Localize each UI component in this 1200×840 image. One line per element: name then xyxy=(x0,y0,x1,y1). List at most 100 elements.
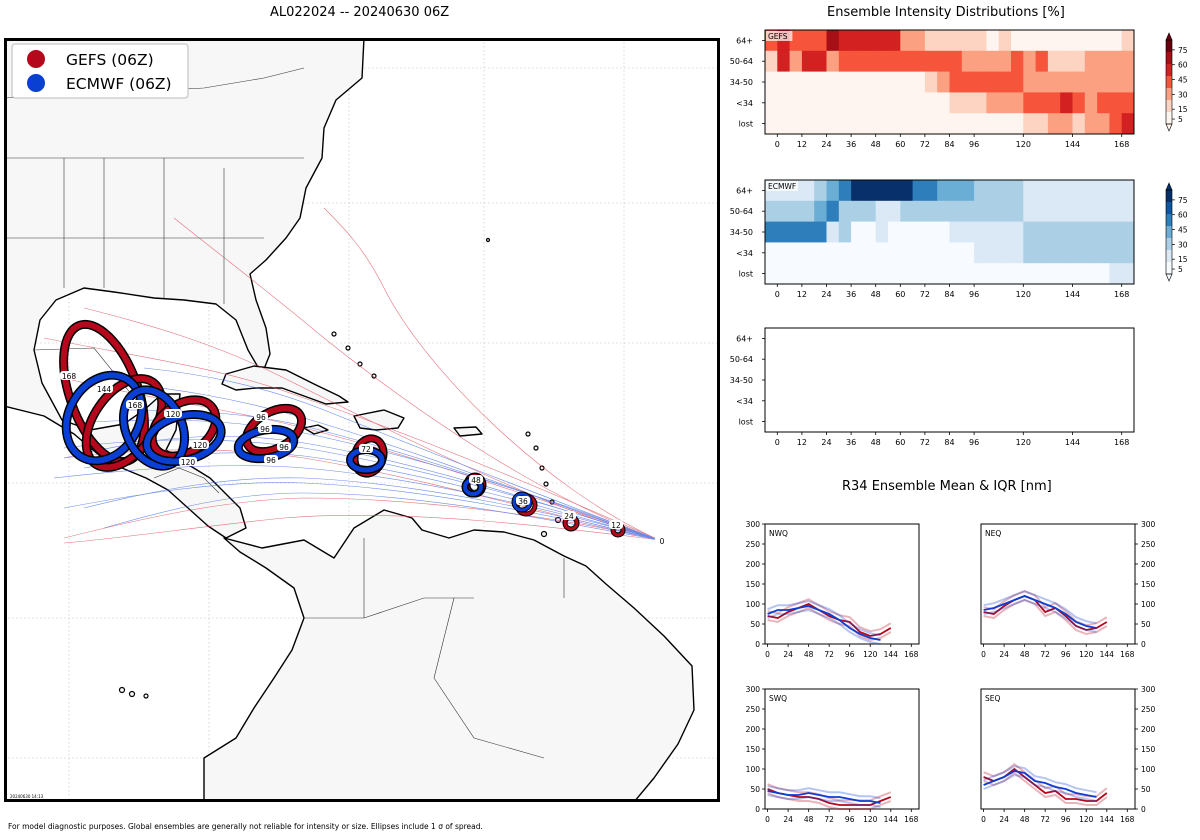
heatmap-cell xyxy=(1023,242,1036,264)
heatmap-cell xyxy=(900,71,913,93)
heatmap-cell xyxy=(1035,242,1049,264)
heatmap-cell xyxy=(875,263,889,285)
heatmap-cell xyxy=(789,263,803,285)
heatmap-cell xyxy=(1023,200,1036,222)
heatmap-cell xyxy=(986,113,1000,135)
heatmap-cell xyxy=(998,71,1012,93)
x-tick-label: 24 xyxy=(821,140,831,149)
colorbar-tick-label: 45 xyxy=(1178,226,1188,235)
heatmap-cell xyxy=(1109,242,1123,264)
colorbar-max-arrow xyxy=(1165,182,1173,191)
y-tick-label: 50 xyxy=(1141,620,1151,629)
heatmap-cell xyxy=(1011,50,1024,72)
heatmap-cell xyxy=(924,92,938,114)
heatmap-cell xyxy=(789,242,803,264)
fh-label-144: 144 xyxy=(95,384,113,394)
y-tick-label: 50 xyxy=(750,620,760,629)
heatmap-cell xyxy=(789,221,803,243)
heatmap-cell xyxy=(998,263,1012,285)
heatmap-cell xyxy=(998,50,1012,72)
y-tick-label: 50 xyxy=(1141,785,1151,794)
x-tick-label: 168 xyxy=(904,815,919,824)
heatmap-cell xyxy=(1060,263,1073,285)
x-tick-label: 12 xyxy=(797,140,807,149)
heatmap-cell xyxy=(912,263,926,285)
heatmap-cell xyxy=(875,50,889,72)
x-tick-label: 84 xyxy=(944,140,954,149)
colorbar-segment xyxy=(1166,214,1172,227)
colorbar-tick-label: 75 xyxy=(1178,196,1188,205)
heatmap-cell xyxy=(912,221,926,243)
heatmap-cell xyxy=(1084,180,1098,202)
heatmap-cell xyxy=(1011,113,1024,135)
x-tick-label: 24 xyxy=(783,815,793,824)
heatmap-cell xyxy=(912,113,926,135)
heatmap-cell xyxy=(924,180,938,202)
borders xyxy=(4,67,565,759)
colorbar-segment xyxy=(1166,52,1172,65)
heatmap-cell xyxy=(851,200,864,222)
heatmap-cell xyxy=(851,221,864,243)
heatmap-cell xyxy=(986,263,1000,285)
y-tick-label: lost xyxy=(739,120,753,129)
y-tick-label: 150 xyxy=(1141,580,1156,589)
svg-text:96: 96 xyxy=(266,456,276,465)
heatmap-cell xyxy=(1084,242,1098,264)
heatmap-cell xyxy=(912,50,926,72)
colorbar-segment xyxy=(1166,112,1172,125)
heatmap-cell xyxy=(765,200,778,222)
legend-gefs-label: GEFS (06Z) xyxy=(66,51,154,69)
x-tick-label: 36 xyxy=(846,438,856,446)
heatmap-cell xyxy=(851,50,864,72)
heatmap-cell xyxy=(801,92,815,114)
y-tick-label: lost xyxy=(739,270,753,279)
heatmap-cell xyxy=(924,50,938,72)
heatmap-cell xyxy=(1035,263,1049,285)
heatmap-cell xyxy=(1109,221,1123,243)
heatmap-cell xyxy=(900,50,913,72)
x-tick-label: 144 xyxy=(1100,815,1115,824)
heatmap-cell xyxy=(1047,92,1061,114)
x-tick-label: 120 xyxy=(1079,650,1094,659)
legend-gefs-swatch xyxy=(27,50,45,68)
x-tick-label: 84 xyxy=(944,438,954,446)
heatmap-cell xyxy=(924,242,938,264)
heatmap-cell xyxy=(765,113,778,135)
y-tick-label: 150 xyxy=(1141,745,1156,754)
x-tick-label: 48 xyxy=(804,650,814,659)
heatmap-cell xyxy=(900,113,913,135)
heatmap-cell xyxy=(888,92,901,114)
heatmap-cell xyxy=(838,263,852,285)
x-tick-label: 0 xyxy=(981,815,986,824)
heatmap-cell xyxy=(789,71,803,93)
quadrant-label: NWQ xyxy=(769,529,788,538)
heatmap-cell xyxy=(924,30,938,52)
x-tick-label: 12 xyxy=(797,290,807,299)
x-tick-label: 144 xyxy=(884,650,899,659)
heatmap-cell xyxy=(801,180,815,202)
fh-label-96c: 96 xyxy=(277,442,291,452)
fh-label-168a: 168 xyxy=(60,371,78,381)
x-tick-label: 168 xyxy=(904,650,919,659)
heatmap-cell xyxy=(1084,50,1098,72)
panel-label: ECMWF xyxy=(768,182,796,191)
heatmap-cell xyxy=(986,180,1000,202)
heatmap-cell xyxy=(1047,242,1061,264)
colorbar-tick-label: 60 xyxy=(1178,211,1188,220)
heatmap-cell xyxy=(863,200,877,222)
heatmap-cell xyxy=(961,50,975,72)
fh-label-0: 0 xyxy=(655,536,669,546)
x-tick-label: 120 xyxy=(1016,290,1031,299)
x-tick-label: 120 xyxy=(1016,438,1031,446)
heatmap-cell xyxy=(789,50,803,72)
heatmap-cell xyxy=(986,221,1000,243)
heatmap-cell xyxy=(826,200,840,222)
fh-label-48: 48 xyxy=(469,475,483,485)
heatmap-cell xyxy=(838,113,852,135)
heatmap-cell xyxy=(949,113,963,135)
y-tick-label: 300 xyxy=(1141,685,1156,694)
map-legend: GEFS (06Z) ECMWF (06Z) xyxy=(11,43,189,99)
heatmap-cell xyxy=(838,242,852,264)
heatmap-cell xyxy=(937,50,950,72)
ecmwf-iqr-upper xyxy=(767,600,881,637)
